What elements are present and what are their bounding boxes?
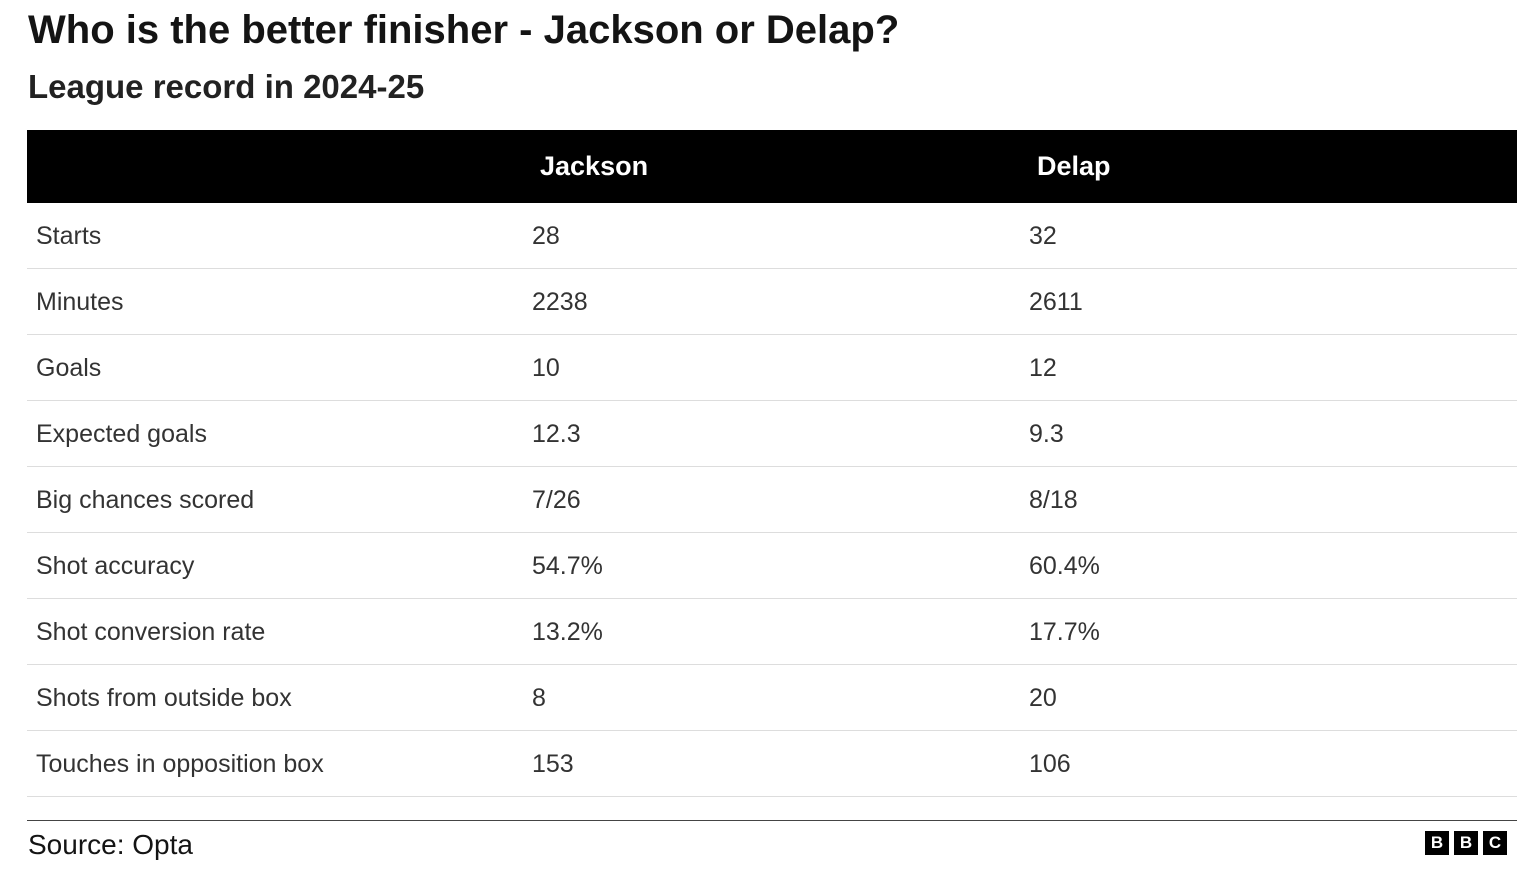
cell: 54.7% <box>532 552 603 580</box>
cell: 12.3 <box>532 420 581 448</box>
column-header: Jackson <box>540 151 649 181</box>
row-label: Minutes <box>36 288 124 316</box>
table-row: Expected goals 12.3 9.3 <box>27 401 1517 467</box>
cell: 17.7% <box>1029 618 1100 646</box>
cell: 10 <box>532 354 560 382</box>
cell: 20 <box>1029 684 1057 712</box>
row-label: Expected goals <box>36 420 207 448</box>
cell: 60.4% <box>1029 552 1100 580</box>
column-header: Delap <box>1037 151 1111 181</box>
cell: 2611 <box>1029 288 1083 316</box>
row-label: Shots from outside box <box>36 684 292 712</box>
footer-rule <box>27 820 1517 821</box>
row-label: Shot accuracy <box>36 552 195 580</box>
row-label: Goals <box>36 354 102 382</box>
cell: 12 <box>1029 354 1057 382</box>
table: Jackson Delap Starts 28 32 Minutes 2238 2611 Go… <box>27 130 1517 797</box>
row-label: Starts <box>36 222 102 250</box>
table-row: Goals 10 12 <box>27 335 1517 401</box>
logo-letter: B <box>1454 831 1478 855</box>
table-row: Minutes 2238 2611 <box>27 269 1517 335</box>
cell: 32 <box>1029 222 1057 250</box>
cell: 28 <box>532 222 560 250</box>
cell: 2238 <box>532 288 588 316</box>
row-label: Shot conversion rate <box>36 618 266 646</box>
source: Source: Opta <box>28 829 193 860</box>
table-row: Touches in opposition box 153 106 <box>27 731 1517 797</box>
row-label: Big chances scored <box>36 486 255 514</box>
cell: 9.3 <box>1029 420 1064 448</box>
title: Who is the better finisher - Jackson or … <box>28 8 900 52</box>
table-row: Starts 28 32 <box>27 203 1517 269</box>
table-header: Jackson Delap <box>27 130 1517 203</box>
logo-letter: B <box>1425 831 1449 855</box>
table-row: Shot accuracy 54.7% 60.4% <box>27 533 1517 599</box>
cell: 8/18 <box>1029 486 1078 514</box>
cell: 7/26 <box>532 486 581 514</box>
cell: 106 <box>1029 750 1071 778</box>
table-row: Shots from outside box 8 20 <box>27 665 1517 731</box>
logo-letter: C <box>1483 831 1507 855</box>
cell: 8 <box>532 684 546 712</box>
subtitle: League record in 2024-25 <box>28 68 425 105</box>
cell: 13.2% <box>532 618 603 646</box>
row-label: Touches in opposition box <box>36 750 324 778</box>
cell: 153 <box>532 750 574 778</box>
table-row: Shot conversion rate 13.2% 17.7% <box>27 599 1517 665</box>
table-row: Big chances scored 7/26 8/18 <box>27 467 1517 533</box>
